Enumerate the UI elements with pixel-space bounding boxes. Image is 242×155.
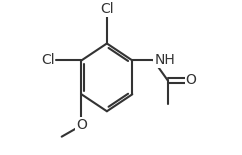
Text: O: O [76,118,87,132]
Text: Cl: Cl [41,53,55,67]
Text: O: O [76,118,87,132]
Text: Cl: Cl [100,2,114,16]
Text: O: O [185,73,196,87]
Text: NH: NH [154,53,175,67]
